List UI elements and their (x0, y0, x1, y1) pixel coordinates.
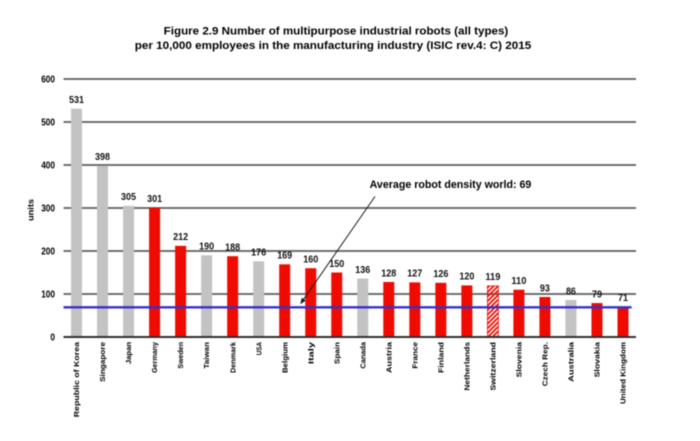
svg-text:200: 200 (41, 247, 55, 258)
svg-text:Netherlands: Netherlands (464, 342, 471, 391)
svg-text:Spain: Spain (334, 342, 341, 364)
svg-text:United Kingdom: United Kingdom (621, 342, 628, 404)
svg-text:Finland: Finland (438, 342, 445, 373)
svg-text:100: 100 (41, 290, 55, 301)
svg-text:160: 160 (303, 255, 318, 266)
svg-text:Singapore: Singapore (100, 342, 107, 382)
svg-text:USA: USA (256, 342, 263, 355)
svg-text:110: 110 (511, 276, 526, 287)
svg-text:119: 119 (485, 272, 500, 283)
svg-text:Republic of Korea: Republic of Korea (74, 342, 81, 418)
svg-text:Japan: Japan (126, 342, 133, 364)
svg-text:128: 128 (381, 268, 396, 279)
svg-text:Australia: Australia (569, 342, 576, 382)
svg-text:0: 0 (50, 333, 55, 344)
svg-text:Slovenia: Slovenia (517, 342, 524, 378)
svg-text:Figure 2.9 Number of multipurp: Figure 2.9 Number of multipurpose indust… (164, 26, 509, 38)
svg-text:301: 301 (147, 194, 162, 205)
svg-text:Average robot density world: 6: Average robot density world: 69 (370, 179, 532, 191)
svg-text:305: 305 (121, 192, 136, 203)
svg-text:Italy: Italy (308, 342, 315, 364)
svg-text:136: 136 (355, 265, 370, 276)
svg-text:176: 176 (251, 248, 266, 259)
svg-text:150: 150 (329, 259, 344, 270)
svg-text:400: 400 (41, 161, 55, 172)
svg-text:93: 93 (540, 283, 550, 294)
svg-text:500: 500 (41, 118, 55, 129)
svg-text:600: 600 (41, 75, 55, 86)
svg-text:per 10,000 employees in the ma: per 10,000 employees in the manufacturin… (135, 40, 532, 52)
svg-text:120: 120 (459, 272, 474, 283)
svg-text:79: 79 (592, 289, 602, 300)
svg-text:France: France (412, 342, 419, 369)
svg-text:Taiwan: Taiwan (204, 342, 211, 369)
svg-text:Czech Rep.: Czech Rep. (543, 342, 550, 386)
svg-text:212: 212 (173, 232, 188, 243)
svg-text:Austria: Austria (386, 342, 393, 373)
svg-text:Germany: Germany (152, 342, 159, 373)
svg-text:126: 126 (433, 269, 448, 280)
svg-text:190: 190 (199, 242, 214, 253)
svg-text:Sweden: Sweden (178, 342, 185, 369)
svg-text:398: 398 (95, 152, 110, 163)
svg-text:188: 188 (225, 242, 240, 253)
svg-text:Belgium: Belgium (282, 342, 289, 373)
svg-text:169: 169 (277, 251, 292, 262)
svg-text:86: 86 (566, 286, 576, 297)
svg-text:71: 71 (618, 293, 628, 304)
svg-text:Slovakia: Slovakia (595, 342, 602, 378)
svg-text:127: 127 (407, 269, 422, 280)
svg-text:Canada: Canada (360, 342, 367, 369)
svg-text:Switzerland: Switzerland (490, 342, 497, 391)
svg-text:units: units (26, 199, 36, 221)
svg-text:Denmark: Denmark (230, 342, 237, 373)
svg-text:531: 531 (69, 95, 84, 106)
svg-text:300: 300 (41, 204, 55, 215)
